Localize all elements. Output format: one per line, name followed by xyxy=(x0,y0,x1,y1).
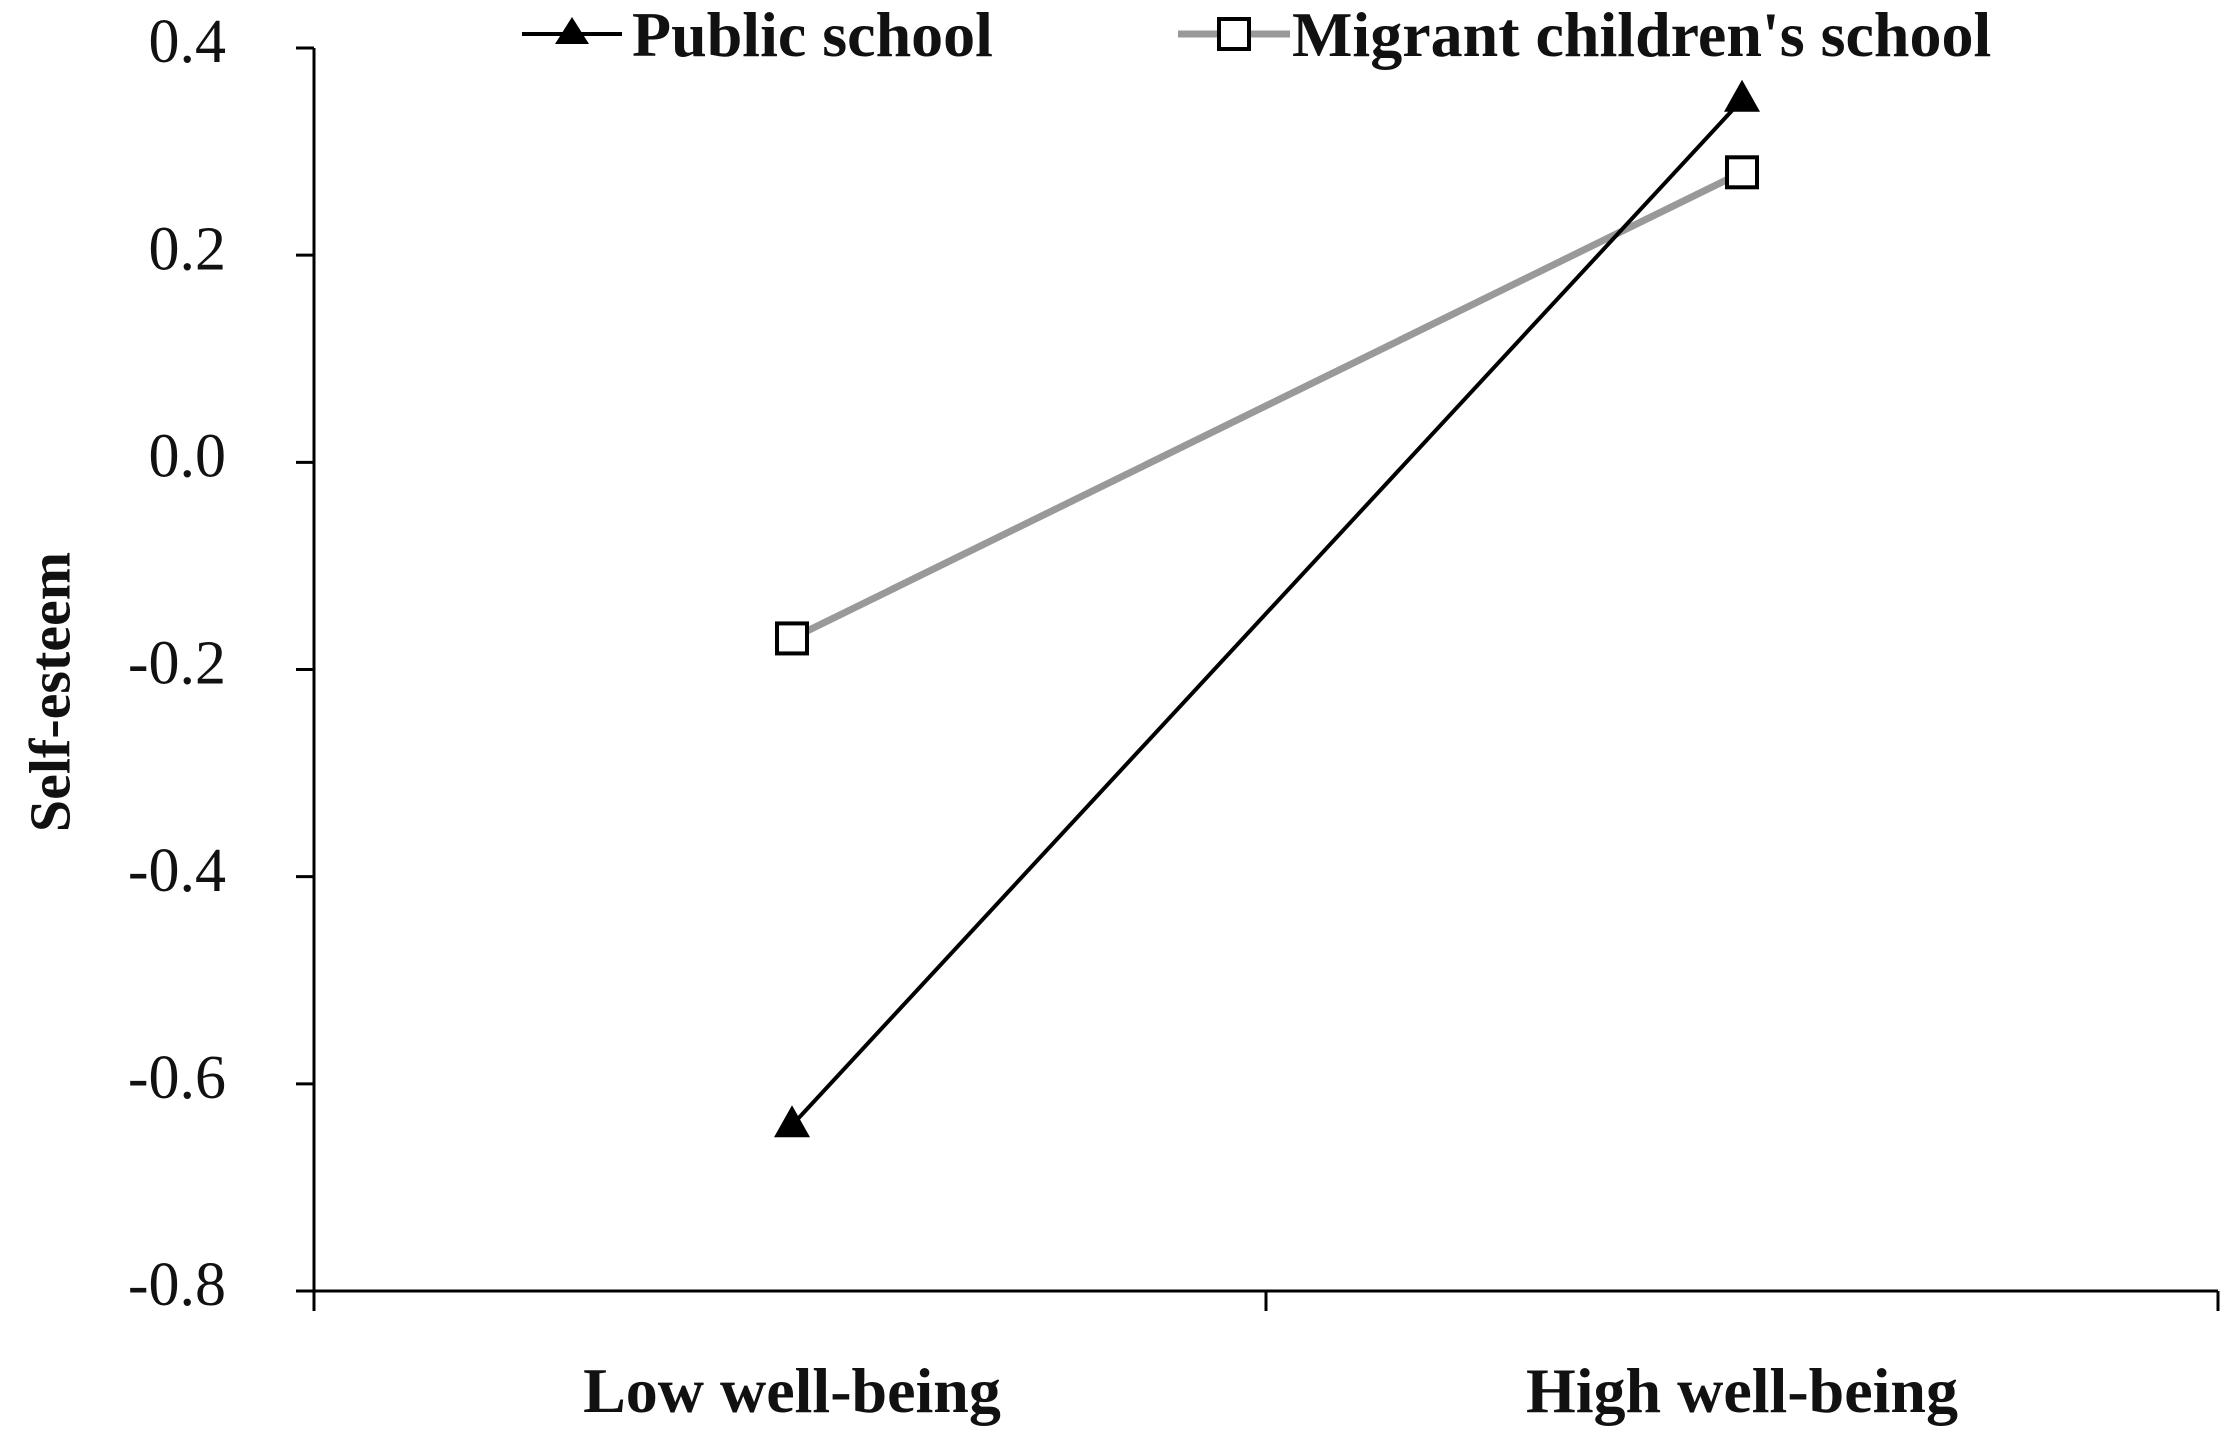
legend-label-migrant: Migrant children's school xyxy=(1292,0,1991,70)
legend-marker-triangle xyxy=(555,17,589,44)
legend: Public school Migrant children's school xyxy=(522,0,1991,70)
legend-marker-square xyxy=(1217,17,1251,51)
y-tick-label: -0.8 xyxy=(128,1251,226,1319)
y-tick-label: -0.2 xyxy=(128,630,226,698)
data-point-public-high xyxy=(1724,79,1760,112)
y-tick-label: 0.0 xyxy=(149,423,227,491)
y-tick-label: -0.6 xyxy=(128,1044,226,1112)
legend-item-public-school: Public school xyxy=(522,0,993,70)
series-line-public-school xyxy=(790,98,1744,1127)
category-label-high: High well-being xyxy=(1526,1355,1958,1426)
x-axis-ticks xyxy=(312,1291,2220,1311)
y-tick-label: 0.2 xyxy=(149,215,227,283)
y-axis-title: Self-esteem xyxy=(17,552,82,832)
data-point-migrant-low xyxy=(775,621,809,656)
data-point-migrant-high xyxy=(1725,155,1759,190)
category-label-low: Low well-being xyxy=(583,1355,1001,1426)
series-line-migrant-childrens-school xyxy=(790,169,1744,642)
series-lines xyxy=(790,98,1744,1127)
legend-label-public: Public school xyxy=(632,0,993,70)
series-markers xyxy=(774,79,1760,1138)
legend-item-migrant-childrens-school: Migrant children's school xyxy=(1178,0,1991,70)
axes xyxy=(312,48,2218,1293)
y-tick-label: -0.4 xyxy=(128,837,226,905)
y-axis-ticks xyxy=(296,46,314,1293)
y-tick-label: 0.4 xyxy=(149,8,227,76)
y-axis-tick-labels: 0.4 0.2 0.0 -0.2 -0.4 -0.6 -0.8 xyxy=(128,8,226,1319)
x-axis-category-labels: Low well-being High well-being xyxy=(583,1355,1958,1426)
data-point-public-low xyxy=(774,1105,810,1138)
